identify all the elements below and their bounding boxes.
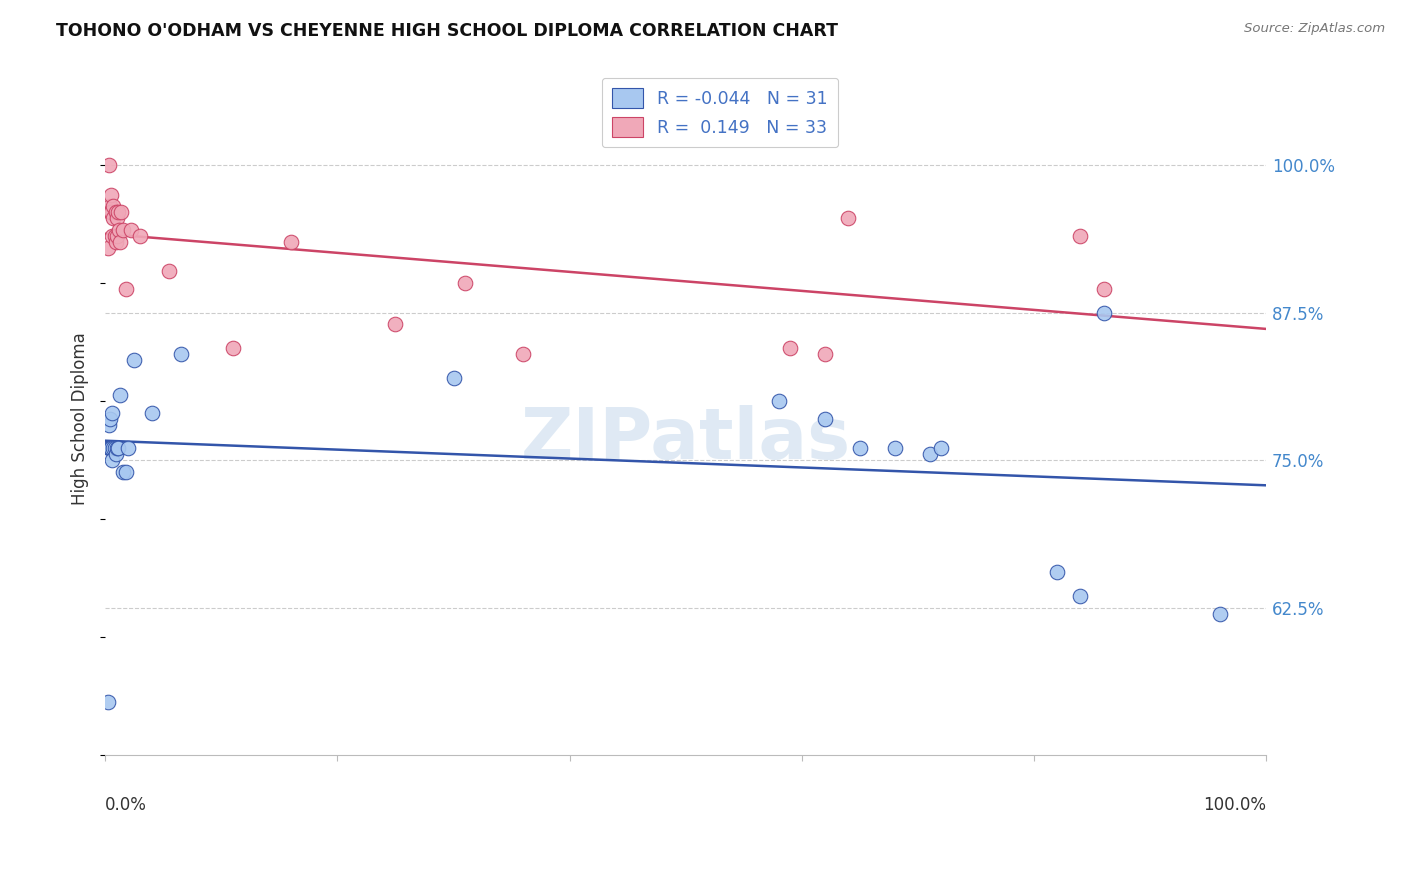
Point bbox=[111, 465, 134, 479]
Text: 0.0%: 0.0% bbox=[105, 796, 148, 814]
Point bbox=[883, 442, 905, 456]
Point bbox=[98, 199, 121, 213]
Point bbox=[443, 370, 465, 384]
Point bbox=[98, 442, 121, 456]
Point bbox=[105, 442, 128, 456]
Point bbox=[814, 347, 837, 361]
Point bbox=[104, 235, 127, 249]
Point bbox=[103, 199, 125, 213]
Point bbox=[779, 341, 801, 355]
Point bbox=[1069, 589, 1091, 603]
Point bbox=[103, 442, 125, 456]
Legend: R = -0.044   N = 31, R =  0.149   N = 33: R = -0.044 N = 31, R = 0.149 N = 33 bbox=[602, 78, 838, 147]
Text: ZIPatlas: ZIPatlas bbox=[520, 405, 851, 474]
Point bbox=[117, 442, 139, 456]
Point bbox=[100, 187, 122, 202]
Point bbox=[103, 442, 125, 456]
Text: 100.0%: 100.0% bbox=[1204, 796, 1267, 814]
Point bbox=[97, 442, 120, 456]
Point bbox=[837, 211, 859, 226]
Point bbox=[101, 406, 124, 420]
Point bbox=[98, 205, 121, 219]
Point bbox=[97, 158, 120, 172]
Point bbox=[1209, 607, 1232, 621]
Point bbox=[104, 205, 127, 219]
Point bbox=[280, 235, 302, 249]
Point bbox=[103, 211, 125, 226]
Point bbox=[101, 229, 124, 244]
Point bbox=[108, 223, 131, 237]
Point bbox=[512, 347, 534, 361]
Point bbox=[1069, 229, 1091, 244]
Point bbox=[141, 406, 163, 420]
Text: Source: ZipAtlas.com: Source: ZipAtlas.com bbox=[1244, 22, 1385, 36]
Text: TOHONO O'ODHAM VS CHEYENNE HIGH SCHOOL DIPLOMA CORRELATION CHART: TOHONO O'ODHAM VS CHEYENNE HIGH SCHOOL D… bbox=[56, 22, 838, 40]
Point bbox=[129, 229, 152, 244]
Point bbox=[384, 318, 406, 332]
Point bbox=[107, 205, 129, 219]
Point bbox=[115, 465, 138, 479]
Point bbox=[110, 205, 132, 219]
Point bbox=[814, 412, 837, 426]
Point bbox=[105, 229, 128, 244]
Point bbox=[110, 235, 132, 249]
Point bbox=[96, 241, 118, 255]
Point bbox=[157, 264, 180, 278]
Point bbox=[1092, 282, 1115, 296]
Point bbox=[849, 442, 872, 456]
Point bbox=[1092, 306, 1115, 320]
Point bbox=[1046, 566, 1069, 580]
Point bbox=[222, 341, 245, 355]
Point bbox=[122, 352, 145, 367]
Point bbox=[110, 388, 132, 402]
Point bbox=[100, 442, 122, 456]
Point bbox=[929, 442, 952, 456]
Point bbox=[170, 347, 193, 361]
Point bbox=[103, 229, 125, 244]
Point bbox=[454, 276, 477, 290]
Point bbox=[96, 695, 118, 709]
Point bbox=[101, 453, 124, 467]
Point bbox=[105, 211, 128, 226]
Point bbox=[104, 447, 127, 461]
Point bbox=[115, 282, 138, 296]
Point bbox=[120, 223, 142, 237]
Point bbox=[768, 394, 790, 409]
Point bbox=[111, 223, 134, 237]
Y-axis label: High School Diploma: High School Diploma bbox=[72, 333, 89, 505]
Point bbox=[918, 447, 941, 461]
Point bbox=[107, 442, 129, 456]
Point bbox=[100, 205, 122, 219]
Point bbox=[97, 417, 120, 432]
Point bbox=[98, 412, 121, 426]
